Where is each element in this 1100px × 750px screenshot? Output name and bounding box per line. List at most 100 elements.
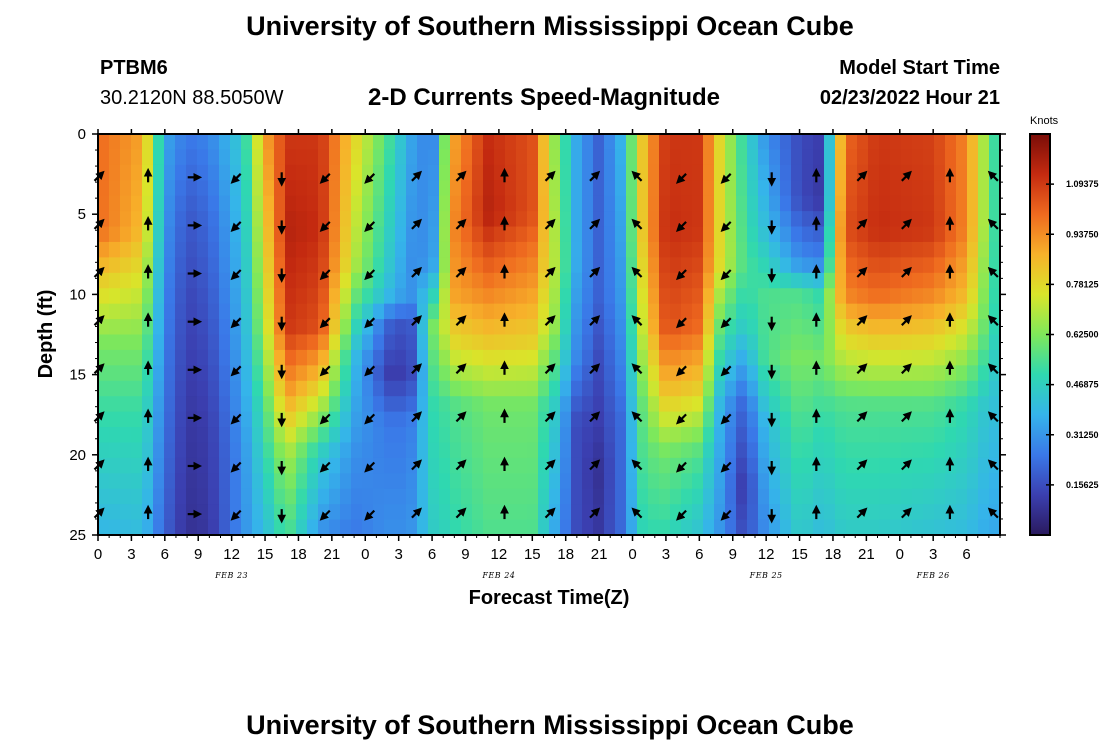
heatmap-cell	[714, 272, 726, 289]
heatmap-cell	[285, 149, 297, 166]
heatmap-cell	[120, 272, 132, 289]
heatmap-cell	[274, 319, 286, 336]
heatmap-cell	[824, 195, 836, 212]
heatmap-cell	[802, 411, 814, 428]
heatmap-cell	[967, 396, 979, 413]
heatmap-cell	[197, 504, 209, 521]
heatmap-cell	[538, 134, 550, 151]
current-vector	[455, 218, 467, 230]
heatmap-cell	[252, 241, 264, 258]
heatmap-cell	[824, 149, 836, 166]
heatmap-cell	[868, 195, 880, 212]
heatmap-cell	[439, 334, 451, 351]
heatmap-cell	[230, 288, 242, 305]
heatmap-cell	[890, 303, 902, 320]
heatmap-cell	[153, 272, 165, 289]
heatmap-cell	[351, 504, 363, 521]
heatmap-cell	[241, 396, 253, 413]
heatmap-cell	[120, 134, 132, 151]
heatmap-cell	[703, 134, 715, 151]
heatmap-cell	[923, 473, 935, 490]
heatmap-cell	[395, 365, 407, 382]
current-vector	[901, 459, 912, 471]
heatmap-cell	[670, 488, 682, 505]
heatmap-cell	[593, 241, 605, 258]
heatmap-cell	[472, 380, 484, 397]
heatmap-cell	[582, 288, 594, 305]
heatmap-cell	[648, 519, 660, 536]
heatmap-cell	[395, 180, 407, 197]
heatmap-cell	[285, 411, 297, 428]
heatmap-cell	[604, 195, 616, 212]
heatmap-cell	[505, 457, 517, 474]
heatmap-cell	[406, 365, 418, 382]
heatmap-cell	[626, 457, 638, 474]
heatmap-cell	[890, 442, 902, 459]
heatmap-cell	[956, 288, 968, 305]
heatmap-cell	[406, 396, 418, 413]
heatmap-cell	[835, 257, 847, 274]
heatmap-cell	[857, 241, 869, 258]
heatmap-cell	[725, 272, 737, 289]
heatmap-cell	[483, 211, 495, 228]
current-vector	[987, 266, 999, 278]
heatmap-cell	[692, 257, 704, 274]
heatmap-cell	[351, 180, 363, 197]
heatmap-cell	[549, 427, 561, 444]
heatmap-cell	[747, 411, 759, 428]
current-vector	[411, 266, 423, 278]
heatmap-cell	[450, 519, 462, 536]
heatmap-cell	[868, 180, 880, 197]
heatmap-cell	[417, 349, 429, 366]
heatmap-cell	[659, 303, 671, 320]
heatmap-cell	[659, 349, 671, 366]
heatmap-cell	[340, 380, 352, 397]
heatmap-cell	[219, 164, 231, 181]
heatmap-cell	[560, 257, 572, 274]
heatmap-cell	[692, 241, 704, 258]
heatmap-cell	[670, 134, 682, 151]
heatmap-cell	[120, 288, 132, 305]
heatmap-cell	[131, 241, 143, 258]
heatmap-cell	[417, 457, 429, 474]
heatmap-cell	[505, 411, 517, 428]
heatmap-cell	[263, 288, 275, 305]
heatmap-cell	[285, 380, 297, 397]
heatmap-cell	[461, 334, 473, 351]
heatmap-cell	[307, 180, 319, 197]
heatmap-cell	[813, 380, 825, 397]
heatmap-cell	[846, 241, 858, 258]
heatmap-cell	[494, 272, 506, 289]
heatmap-cell	[153, 488, 165, 505]
heatmap-cell	[340, 288, 352, 305]
heatmap-cell	[846, 396, 858, 413]
heatmap-cell	[175, 241, 187, 258]
heatmap-cell	[846, 380, 858, 397]
heatmap-cell	[472, 396, 484, 413]
heatmap-cell	[824, 319, 836, 336]
heatmap-cell	[527, 226, 539, 243]
heatmap-cell	[362, 442, 374, 459]
heatmap-cell	[406, 303, 418, 320]
heatmap-cell	[758, 149, 770, 166]
heatmap-cell	[439, 349, 451, 366]
heatmap-cell	[351, 427, 363, 444]
heatmap-cell	[912, 257, 924, 274]
heatmap-cell	[681, 257, 693, 274]
heatmap-cell	[120, 334, 132, 351]
heatmap-cell	[351, 365, 363, 382]
heatmap-cell	[758, 241, 770, 258]
heatmap-cell	[494, 195, 506, 212]
heatmap-cell	[186, 365, 198, 382]
heatmap-cell	[494, 411, 506, 428]
heatmap-cell	[362, 180, 374, 197]
heatmap-cell	[560, 334, 572, 351]
colorbar-unit: Knots	[1030, 115, 1059, 127]
heatmap-cell	[175, 473, 187, 490]
heatmap-cell	[725, 473, 737, 490]
heatmap-cell	[835, 303, 847, 320]
heatmap-cell	[659, 272, 671, 289]
heatmap-cell	[329, 349, 341, 366]
heatmap-cell	[692, 473, 704, 490]
heatmap-cell	[483, 473, 495, 490]
